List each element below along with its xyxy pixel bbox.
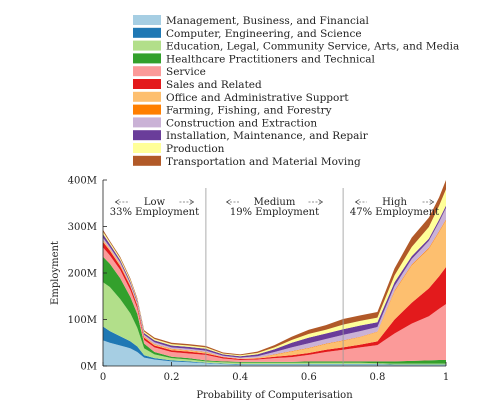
legend-entry: Education, Legal, Community Service, Art…	[166, 41, 459, 53]
legend-swatch	[133, 40, 161, 51]
x-tick-label: 0.6	[301, 372, 317, 383]
legend-entry: Farming, Fishing, and Forestry	[166, 105, 332, 117]
area-series	[103, 340, 446, 366]
region-share: 19% Employment	[230, 207, 319, 218]
x-tick-label: 1	[443, 372, 449, 383]
y-tick-label: 400M	[68, 176, 97, 187]
y-tick-label: 100M	[68, 315, 97, 326]
y-tick-label: 0M	[80, 362, 97, 373]
x-axis-label: Probability of Computerisation	[196, 390, 353, 401]
legend-entry: Installation, Maintenance, and Repair	[166, 130, 369, 142]
legend-swatch	[133, 15, 161, 25]
legend-entry: Construction and Extraction	[166, 117, 317, 129]
region-name: Medium	[254, 197, 296, 208]
region-name: Low	[144, 197, 166, 208]
legend-swatch	[133, 79, 161, 89]
region-dividers	[205, 188, 344, 366]
region-share: 47% Employment	[350, 207, 439, 218]
legend-swatch	[133, 143, 161, 153]
legend-swatch	[133, 130, 161, 141]
y-axis-label: Employment	[50, 241, 61, 305]
legend-entry: Management, Business, and Financial	[166, 15, 369, 27]
legend-entry: Office and Administrative Support	[166, 92, 349, 104]
legend-swatch	[133, 91, 161, 102]
x-tick-label: 0.8	[369, 372, 385, 383]
legend-swatch	[133, 27, 161, 38]
region-share: 33% Employment	[110, 207, 199, 218]
stacked-areas	[103, 180, 446, 366]
axes: 0 0.2 0.4 0.6 0.8 1 0M 100M 200M 300M 400M	[68, 176, 450, 384]
legend-entry: Transportation and Material Moving	[166, 156, 361, 168]
legend-entry: Service	[166, 66, 206, 78]
x-tick-label: 0	[100, 372, 106, 383]
legend-swatch	[133, 155, 161, 166]
legend-swatch	[133, 117, 161, 128]
legend-entry: Production	[166, 143, 225, 155]
legend-swatch	[133, 66, 161, 77]
y-tick-label: 300M	[68, 222, 97, 233]
legend-swatch	[133, 53, 161, 64]
area-series	[103, 247, 446, 362]
y-tick-label: 200M	[68, 269, 97, 280]
region-name: High	[382, 197, 407, 208]
legend: Management, Business, and FinancialCompu…	[133, 15, 459, 168]
x-tick-label: 0.2	[164, 372, 180, 383]
x-tick-label: 0.4	[232, 372, 248, 383]
legend-entry: Sales and Related	[166, 79, 262, 91]
legend-swatch	[133, 104, 161, 115]
legend-entry: Healthcare Practitioners and Technical	[166, 53, 375, 65]
legend-entry: Computer, Engineering, and Science	[166, 28, 362, 40]
